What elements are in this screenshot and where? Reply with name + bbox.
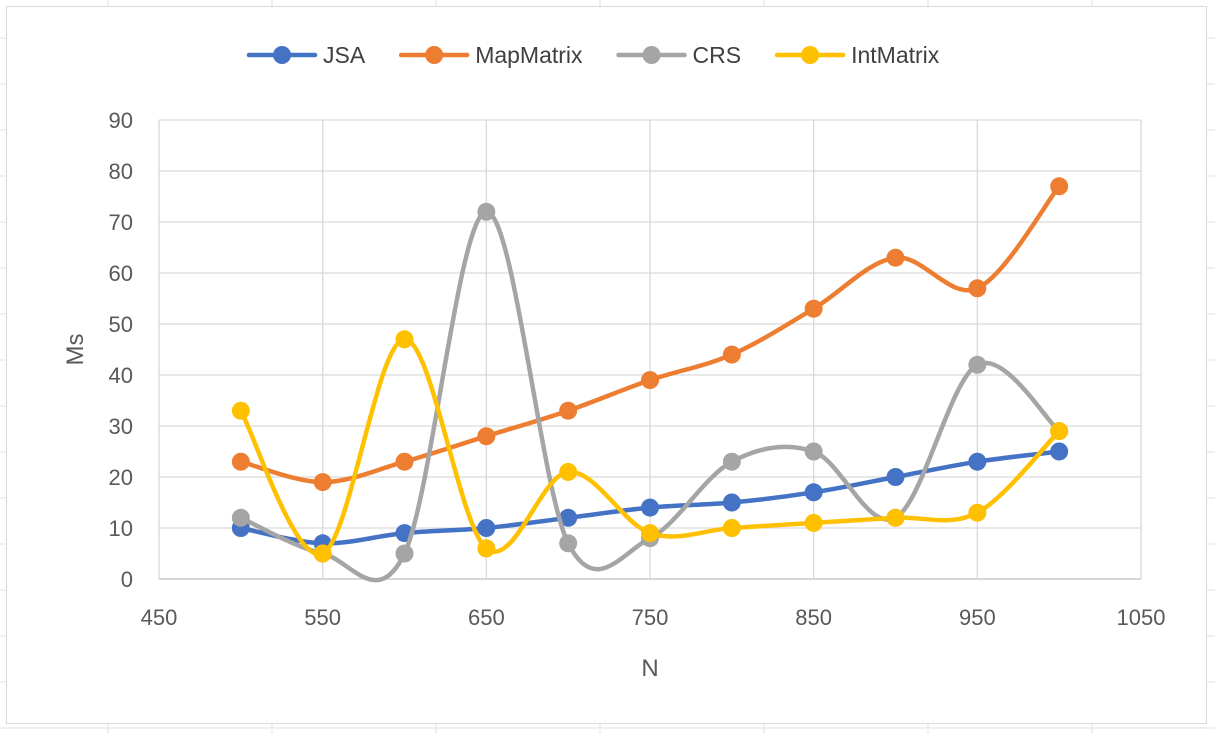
series-mapmatrix[interactable] — [231, 177, 1069, 492]
legend-label: JSA — [323, 42, 366, 68]
x-tick-label: 650 — [468, 605, 505, 630]
data-point-crs[interactable] — [559, 534, 578, 553]
series-intmatrix[interactable] — [231, 330, 1069, 563]
y-tick-label: 0 — [121, 567, 133, 592]
legend-label: IntMatrix — [851, 42, 940, 68]
data-point-crs[interactable] — [477, 202, 496, 221]
data-point-jsa[interactable] — [804, 483, 823, 502]
y-tick-label: 60 — [109, 261, 133, 286]
data-point-crs[interactable] — [804, 442, 823, 461]
data-point-mapmatrix[interactable] — [804, 299, 823, 318]
data-point-mapmatrix[interactable] — [641, 371, 659, 390]
y-tick-label: 20 — [109, 465, 133, 490]
y-tick-label: 30 — [109, 414, 133, 439]
x-tick-label: 550 — [304, 605, 341, 630]
y-tick-label: 90 — [109, 108, 133, 133]
legend-marker — [273, 46, 291, 64]
data-point-mapmatrix[interactable] — [722, 345, 741, 364]
data-point-mapmatrix[interactable] — [968, 279, 987, 298]
data-point-intmatrix[interactable] — [231, 401, 250, 420]
y-tick-label: 70 — [109, 210, 133, 235]
data-point-intmatrix[interactable] — [804, 513, 823, 532]
legend-label: CRS — [693, 42, 742, 68]
data-point-mapmatrix[interactable] — [231, 452, 250, 471]
data-point-intmatrix[interactable] — [559, 462, 578, 481]
legend-label: MapMatrix — [475, 42, 583, 68]
x-tick-label: 950 — [959, 605, 996, 630]
data-point-intmatrix[interactable] — [477, 539, 496, 558]
data-point-jsa[interactable] — [886, 468, 905, 486]
y-tick-label: 10 — [109, 516, 133, 541]
x-tick-label: 850 — [795, 605, 832, 630]
y-tick-label: 50 — [109, 312, 133, 337]
legend-item-intmatrix[interactable]: IntMatrix — [774, 42, 940, 68]
legend-marker — [642, 46, 661, 64]
series-layer — [231, 177, 1069, 583]
y-tick-label: 80 — [109, 159, 133, 184]
data-point-crs[interactable] — [231, 508, 250, 527]
data-point-mapmatrix[interactable] — [395, 452, 414, 471]
y-tick-label: 40 — [109, 363, 133, 388]
legend-marker — [425, 46, 444, 64]
data-point-jsa[interactable] — [477, 519, 496, 537]
data-point-jsa[interactable] — [641, 498, 659, 517]
x-tick-label: 450 — [141, 605, 178, 630]
data-point-intmatrix[interactable] — [886, 508, 905, 527]
data-point-mapmatrix[interactable] — [886, 248, 905, 267]
data-point-jsa[interactable] — [559, 508, 578, 527]
data-point-jsa[interactable] — [968, 452, 987, 471]
data-point-intmatrix[interactable] — [722, 519, 741, 537]
legend-marker — [801, 46, 820, 64]
data-point-intmatrix[interactable] — [641, 524, 659, 543]
chart-svg: 0 10 20 30 40 50 60 70 80 90 450 550 650 750 850 950 105… — [62, 42, 1166, 682]
data-point-intmatrix[interactable] — [395, 330, 414, 349]
data-point-crs[interactable] — [722, 452, 741, 471]
x-tick-label: 1050 — [1117, 605, 1166, 630]
data-point-jsa[interactable] — [722, 493, 741, 512]
data-point-mapmatrix[interactable] — [313, 473, 332, 492]
data-point-jsa[interactable] — [1050, 442, 1069, 461]
data-point-mapmatrix[interactable] — [559, 401, 578, 420]
legend-item-jsa[interactable]: JSA — [246, 42, 366, 68]
x-tick-label: 750 — [632, 605, 669, 630]
data-point-intmatrix[interactable] — [968, 503, 987, 522]
data-point-intmatrix[interactable] — [313, 544, 332, 563]
legend[interactable]: JSA MapMatrix CRS IntMatrix — [246, 42, 940, 68]
legend-item-crs[interactable]: CRS — [616, 42, 742, 68]
data-point-crs[interactable] — [968, 355, 987, 374]
data-point-crs[interactable] — [395, 544, 414, 563]
data-point-intmatrix[interactable] — [1050, 422, 1069, 441]
data-point-mapmatrix[interactable] — [1050, 177, 1069, 196]
legend-item-mapmatrix[interactable]: MapMatrix — [398, 42, 583, 68]
y-axis-title: Ms — [62, 334, 89, 366]
x-axis-title: N — [641, 655, 658, 682]
series-jsa[interactable] — [231, 442, 1069, 553]
data-point-mapmatrix[interactable] — [477, 427, 496, 446]
chart-area[interactable]: 0 10 20 30 40 50 60 70 80 90 450 550 650 750 850 950 105… — [6, 6, 1207, 724]
